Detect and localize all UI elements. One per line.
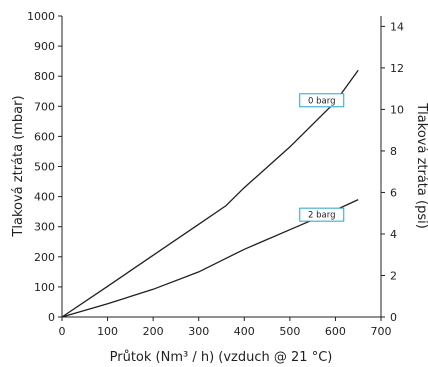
series-callout: 0 barg xyxy=(299,93,345,108)
x-tick-label: 0 xyxy=(59,325,66,338)
series-label: 0 barg xyxy=(308,96,335,106)
x-axis-ticks: 0 100 200 300 400 500 600 700 xyxy=(59,317,392,338)
series-label: 2 barg xyxy=(308,211,335,221)
y-tick-label: 900 xyxy=(34,40,55,53)
series-line-0 xyxy=(61,69,359,318)
callout-box xyxy=(299,207,345,222)
y-tick-label: 200 xyxy=(34,251,55,264)
y-tick-label: 700 xyxy=(34,100,55,113)
left-y-axis-ticks: 0 100 200 300 400 500 600 700 800 900 1000 xyxy=(27,10,62,324)
series-callouts: 0 barg 2 barg xyxy=(299,93,345,222)
series-callout: 2 barg xyxy=(299,207,345,222)
y-tick-label: 1000 xyxy=(27,10,55,23)
left-y-axis-title: Tlaková ztráta (mbar) xyxy=(11,95,26,237)
x-tick-label: 500 xyxy=(279,325,300,338)
y2-tick-label: 0 xyxy=(390,311,397,324)
y-tick-label: 600 xyxy=(34,130,55,143)
y2-tick-label: 4 xyxy=(390,228,397,241)
x-tick-label: 200 xyxy=(143,325,164,338)
x-tick-label: 400 xyxy=(234,325,255,338)
y-tick-label: 800 xyxy=(34,70,55,83)
y2-tick-label: 14 xyxy=(390,20,404,33)
right-y-axis-title: Tlaková ztráta (psi) xyxy=(414,102,428,229)
y-tick-label: 300 xyxy=(34,221,55,234)
x-tick-label: 700 xyxy=(371,325,392,338)
x-tick-label: 300 xyxy=(188,325,209,338)
x-tick-label: 600 xyxy=(325,325,346,338)
callout-box xyxy=(299,93,345,108)
x-tick-label: 100 xyxy=(97,325,118,338)
x-axis-title: Průtok (Nm³ / h) (vzduch @ 21 °C) xyxy=(110,350,333,365)
right-y-axis-ticks: 0 2 4 6 8 10 12 14 xyxy=(381,20,404,324)
y-tick-label: 0 xyxy=(48,311,55,324)
y2-tick-label: 6 xyxy=(390,186,397,199)
plot-frame xyxy=(61,16,382,318)
y2-tick-label: 12 xyxy=(390,62,404,75)
y2-tick-label: 10 xyxy=(390,103,404,116)
y2-tick-label: 8 xyxy=(390,145,397,158)
y-tick-label: 500 xyxy=(34,161,55,174)
y-tick-label: 400 xyxy=(34,191,55,204)
y2-tick-label: 2 xyxy=(390,269,397,282)
y-tick-label: 100 xyxy=(34,281,55,294)
